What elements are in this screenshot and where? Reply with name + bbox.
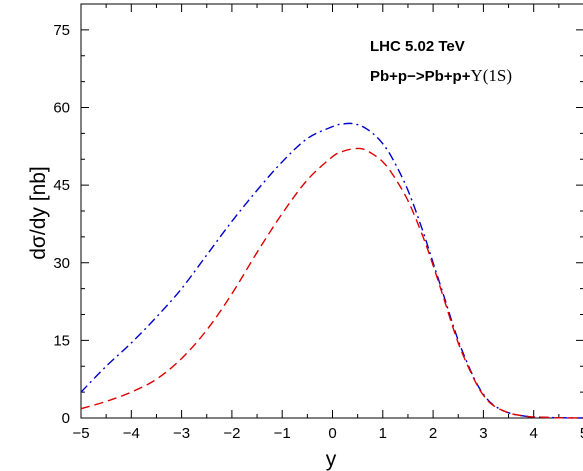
x-tick-label: −4 — [123, 425, 140, 442]
x-tick-label: 2 — [429, 425, 437, 442]
y-tick-label: 0 — [62, 410, 70, 427]
x-tick-label: −1 — [274, 425, 291, 442]
x-tick-label: 5 — [580, 425, 583, 442]
y-tick-label: 45 — [53, 177, 70, 194]
x-tick-label: −5 — [72, 425, 89, 442]
y-tick-label: 15 — [53, 332, 70, 349]
y-tick-label: 60 — [53, 100, 70, 117]
x-tick-label: 0 — [328, 425, 336, 442]
x-tick-label: 4 — [530, 425, 538, 442]
x-tick-label: 3 — [479, 425, 487, 442]
y-axis-label: dσ/dy [nb] — [27, 166, 50, 260]
annotation-process: Pb+p−>Pb+p+Υ(1S) — [370, 66, 512, 85]
series-line-1 — [80, 122, 583, 419]
annotation-process-particle: Υ(1S) — [470, 66, 512, 85]
series-lines — [80, 122, 583, 419]
axis-ticks — [80, 3, 583, 419]
x-tick-label: −3 — [173, 425, 190, 442]
x-axis-label: y — [326, 448, 337, 471]
x-tick-label: 1 — [379, 425, 387, 442]
annotation-process-main: Pb+p−>Pb+p+ — [370, 68, 471, 85]
y-tick-label: 30 — [53, 255, 70, 272]
tick-labels: −5−4−3−2−101234501530456075 — [53, 22, 583, 442]
series-line-2 — [80, 147, 583, 419]
annotation-energy: LHC 5.02 TeV — [370, 38, 465, 55]
y-tick-label: 75 — [53, 22, 70, 39]
x-tick-label: −2 — [223, 425, 240, 442]
